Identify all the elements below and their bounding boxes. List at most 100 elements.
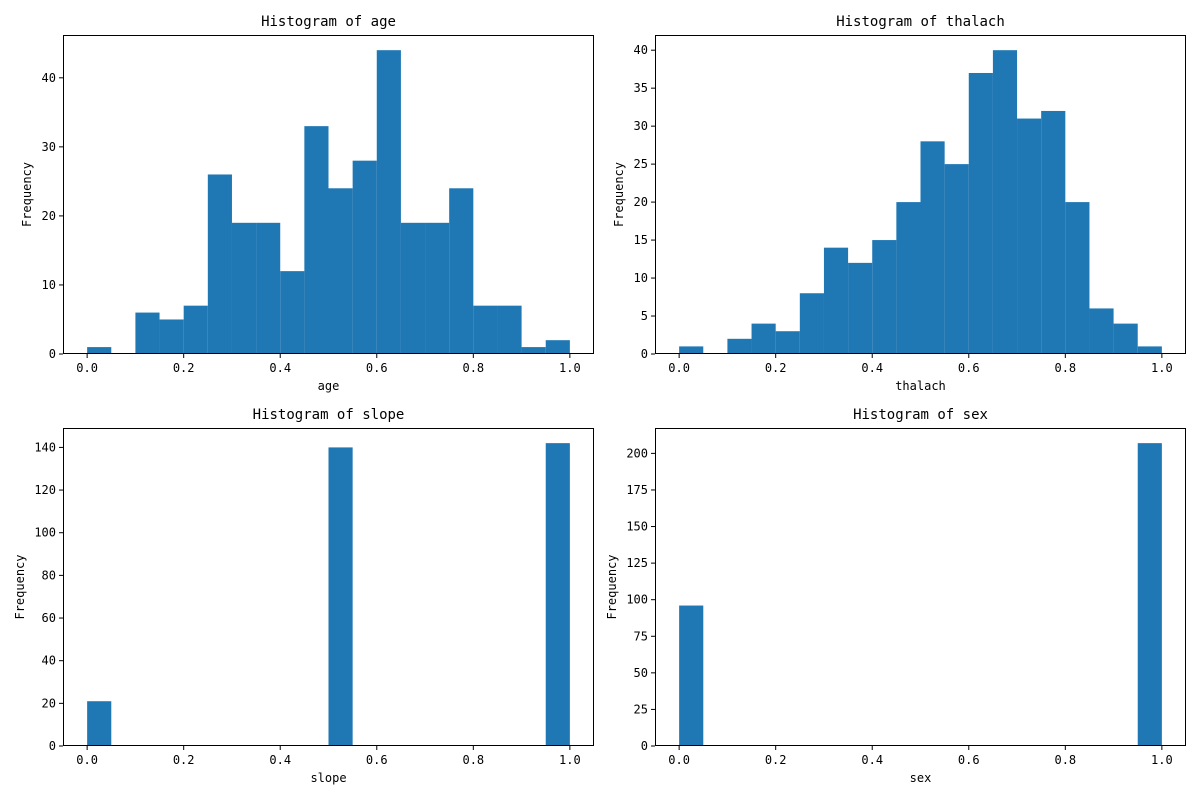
bar-slope-0 bbox=[87, 701, 112, 746]
bar-thalach-12 bbox=[968, 72, 993, 354]
y-tick-label-thalach-3: 15 bbox=[634, 233, 648, 247]
bar-age-18 bbox=[521, 347, 546, 354]
x-tick-label-sex-4: 0.8 bbox=[1054, 753, 1076, 767]
y-tick-label-slope-0: 0 bbox=[49, 739, 56, 753]
bar-age-12 bbox=[376, 50, 401, 354]
bar-age-0 bbox=[87, 347, 112, 354]
y-axis-label-age: Frequency bbox=[20, 162, 34, 227]
x-tick-label-thalach-1: 0.2 bbox=[765, 361, 787, 375]
bar-age-3 bbox=[159, 319, 184, 354]
y-tick-label-age-3: 30 bbox=[42, 140, 56, 154]
y-tick-label-slope-5: 100 bbox=[34, 526, 56, 540]
y-axis-label-sex: Frequency bbox=[605, 554, 619, 619]
y-tick-label-sex-1: 25 bbox=[634, 702, 648, 716]
x-axis-label-sex: sex bbox=[910, 771, 932, 785]
bar-thalach-3 bbox=[751, 323, 776, 354]
bar-age-4 bbox=[183, 305, 208, 354]
bar-thalach-17 bbox=[1089, 308, 1114, 354]
y-axis-label-thalach: Frequency bbox=[612, 162, 626, 227]
y-tick-label-slope-7: 140 bbox=[34, 440, 56, 454]
x-tick-label-thalach-4: 0.8 bbox=[1054, 361, 1076, 375]
bar-age-10 bbox=[328, 188, 353, 354]
bar-thalach-0 bbox=[679, 346, 704, 354]
y-tick-label-sex-2: 50 bbox=[634, 666, 648, 680]
axes-frame-slope bbox=[63, 428, 594, 746]
x-tick-label-slope-0: 0.0 bbox=[76, 753, 98, 767]
axes-frame-sex bbox=[655, 428, 1186, 746]
chart-title-sex: Histogram of sex bbox=[853, 407, 988, 423]
x-ticks-age: 0.0 0.2 0.4 0.6 0.8 1.0 bbox=[76, 354, 581, 375]
y-tick-label-thalach-5: 25 bbox=[634, 157, 648, 171]
bar-thalach-2 bbox=[727, 338, 752, 354]
bars-slope bbox=[87, 443, 570, 746]
x-tick-label-age-0: 0.0 bbox=[76, 361, 98, 375]
x-tick-label-slope-2: 0.4 bbox=[269, 753, 291, 767]
x-tick-label-thalach-3: 0.6 bbox=[958, 361, 980, 375]
x-tick-label-slope-4: 0.8 bbox=[462, 753, 484, 767]
bar-thalach-13 bbox=[992, 50, 1018, 354]
x-tick-label-slope-5: 1.0 bbox=[559, 753, 581, 767]
chart-title-thalach: Histogram of thalach bbox=[836, 14, 1005, 30]
x-tick-label-sex-0: 0.0 bbox=[668, 753, 690, 767]
chart-title-slope: Histogram of slope bbox=[253, 407, 405, 423]
x-tick-label-sex-2: 0.4 bbox=[861, 753, 883, 767]
y-tick-label-thalach-6: 30 bbox=[634, 119, 648, 133]
y-tick-label-age-4: 40 bbox=[42, 71, 56, 85]
bar-thalach-9 bbox=[896, 202, 921, 354]
x-tick-label-age-3: 0.6 bbox=[366, 361, 388, 375]
bar-thalach-18 bbox=[1113, 323, 1138, 354]
chart-title-age: Histogram of age bbox=[261, 14, 396, 30]
y-tick-label-slope-3: 60 bbox=[42, 611, 56, 625]
bar-thalach-8 bbox=[872, 240, 897, 354]
y-tick-label-slope-4: 80 bbox=[42, 568, 56, 582]
bar-age-15 bbox=[449, 188, 474, 354]
y-tick-label-slope-1: 20 bbox=[42, 696, 56, 710]
y-tick-label-slope-6: 120 bbox=[34, 483, 56, 497]
bar-thalach-11 bbox=[944, 164, 969, 354]
bar-age-14 bbox=[425, 222, 450, 354]
y-tick-label-sex-0: 0 bbox=[641, 739, 648, 753]
y-tick-label-age-1: 10 bbox=[42, 278, 56, 292]
x-ticks-sex: 0.0 0.2 0.4 0.6 0.8 1.0 bbox=[668, 746, 1173, 767]
x-axis-label-slope: slope bbox=[310, 771, 346, 785]
y-tick-label-age-0: 0 bbox=[49, 347, 56, 361]
x-ticks-thalach: 0.0 0.2 0.4 0.6 0.8 1.0 bbox=[668, 354, 1173, 375]
y-ticks-thalach: 0 5 10 15 20 25 30 35 40 bbox=[634, 43, 655, 361]
y-tick-label-sex-7: 175 bbox=[626, 483, 648, 497]
subplot-thalach: 0.0 0.2 0.4 0.6 0.8 1.0 0 5 10 15 20 25 30 35 40 Hist… bbox=[612, 14, 1186, 393]
x-tick-label-slope-1: 0.2 bbox=[173, 753, 195, 767]
bar-sex-19 bbox=[1137, 443, 1162, 746]
bar-thalach-5 bbox=[799, 293, 824, 354]
x-tick-label-age-5: 1.0 bbox=[559, 361, 581, 375]
y-tick-label-sex-6: 150 bbox=[626, 520, 648, 534]
y-tick-label-slope-2: 40 bbox=[42, 654, 56, 668]
bar-thalach-16 bbox=[1065, 202, 1090, 354]
y-axis-label-slope: Frequency bbox=[13, 554, 27, 619]
x-axis-label-age: age bbox=[318, 379, 340, 393]
bar-slope-10 bbox=[328, 447, 353, 746]
y-tick-label-thalach-2: 10 bbox=[634, 271, 648, 285]
bar-age-16 bbox=[473, 305, 498, 354]
bar-age-8 bbox=[280, 271, 305, 354]
axes-frame-age bbox=[63, 35, 594, 354]
y-ticks-sex: 0 25 50 75 100 125 150 175 200 bbox=[626, 446, 655, 753]
x-tick-label-thalach-5: 1.0 bbox=[1151, 361, 1173, 375]
x-tick-label-sex-1: 0.2 bbox=[765, 753, 787, 767]
x-tick-label-sex-3: 0.6 bbox=[958, 753, 980, 767]
x-tick-label-thalach-2: 0.4 bbox=[861, 361, 883, 375]
x-ticks-slope: 0.0 0.2 0.4 0.6 0.8 1.0 bbox=[76, 746, 581, 767]
bar-age-13 bbox=[400, 222, 426, 354]
subplot-sex: 0.0 0.2 0.4 0.6 0.8 1.0 0 25 50 75 100 125 150 175 20… bbox=[605, 407, 1186, 785]
bar-thalach-6 bbox=[823, 247, 849, 354]
bar-slope-19 bbox=[545, 443, 570, 746]
axes-frame-thalach bbox=[655, 35, 1186, 354]
bar-age-7 bbox=[256, 222, 281, 354]
bar-age-6 bbox=[231, 222, 257, 354]
y-tick-label-thalach-0: 0 bbox=[641, 347, 648, 361]
y-tick-label-thalach-1: 5 bbox=[641, 309, 648, 323]
y-tick-label-thalach-8: 40 bbox=[634, 43, 648, 57]
subplot-age: 0.0 0.2 0.4 0.6 0.8 1.0 0 10 20 30 40 Histogram o… bbox=[20, 14, 594, 393]
x-tick-label-thalach-0: 0.0 bbox=[668, 361, 690, 375]
y-tick-label-sex-4: 100 bbox=[626, 593, 648, 607]
